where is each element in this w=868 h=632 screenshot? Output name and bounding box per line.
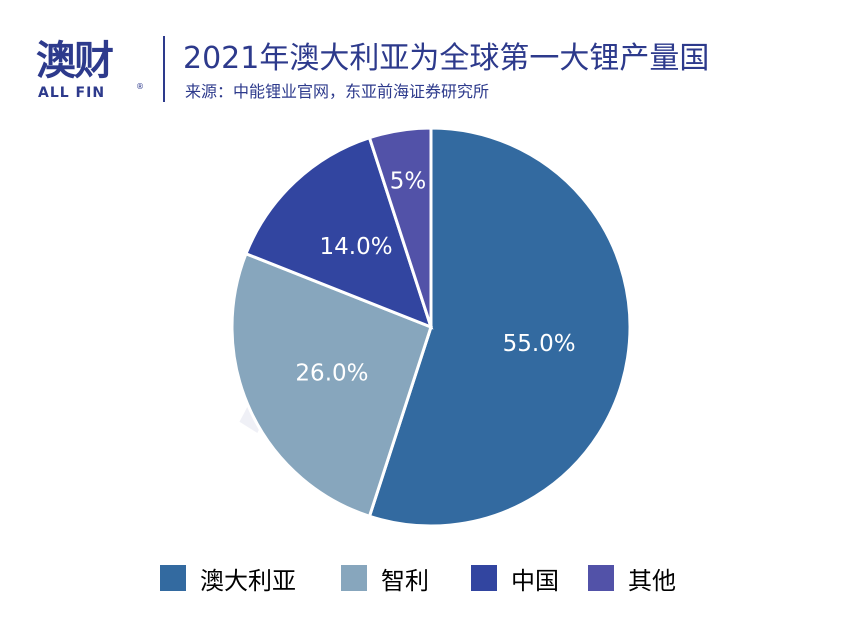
pie-slice-other — [367, 126, 433, 328]
legend-label: 其他 — [628, 566, 676, 595]
pie-slice-australia — [367, 126, 632, 528]
header-divider — [163, 36, 165, 102]
legend-label: 中国 — [511, 566, 559, 595]
registered-mark: ® — [136, 82, 144, 91]
legend-item-australia: 澳大利亚 — [160, 560, 296, 596]
legend-item-china: 中国 — [471, 560, 559, 596]
data-label-other: 5% — [390, 169, 427, 195]
legend-swatch — [588, 565, 614, 591]
chart-title: 2021年澳大利亚为全球第一大锂产量国 — [183, 41, 710, 76]
chart-legend: 澳大利亚 智利 中国 其他 — [160, 560, 780, 596]
brand-logo: 澳财 ALL FIN ® — [36, 28, 148, 108]
chart-header: 澳财 ALL FIN ® 2021年澳大利亚为全球第一大锂产量国 来源：中能锂业… — [0, 0, 868, 110]
legend-label: 智利 — [381, 566, 429, 595]
data-label-china: 14.0% — [320, 234, 393, 260]
legend-swatch — [471, 565, 497, 591]
legend-item-other: 其他 — [588, 560, 676, 596]
legend-swatch — [160, 565, 186, 591]
legend-swatch — [341, 565, 367, 591]
data-label-chile: 26.0% — [295, 361, 368, 387]
legend-label: 澳大利亚 — [200, 566, 296, 595]
data-label-australia: 55.0% — [503, 331, 576, 357]
logo-subtext: ALL FIN — [38, 85, 106, 101]
legend-item-chile: 智利 — [341, 560, 429, 596]
logo-text: 澳财 — [36, 38, 114, 84]
pie-slice-chile — [230, 251, 433, 519]
chart-source: 来源：中能锂业官网，东亚前海证券研究所 — [185, 82, 490, 101]
